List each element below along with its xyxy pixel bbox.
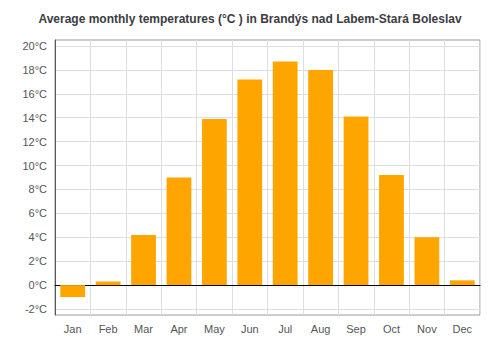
svg-text:Jul: Jul: [278, 323, 292, 335]
svg-text:20°C: 20°C: [22, 40, 47, 52]
svg-text:18°C: 18°C: [22, 64, 47, 76]
svg-text:Nov: Nov: [417, 323, 437, 335]
svg-text:Average monthly temperatures (: Average monthly temperatures (°C ) in Br…: [38, 12, 461, 26]
svg-text:10°C: 10°C: [22, 160, 47, 172]
svg-text:14°C: 14°C: [22, 112, 47, 124]
svg-text:2°C: 2°C: [29, 255, 48, 267]
svg-text:Sep: Sep: [346, 323, 366, 335]
svg-text:May: May: [204, 323, 225, 335]
svg-text:Apr: Apr: [170, 323, 187, 335]
svg-text:Mar: Mar: [134, 323, 153, 335]
svg-text:Dec: Dec: [453, 323, 473, 335]
svg-text:4°C: 4°C: [29, 231, 48, 243]
svg-text:12°C: 12°C: [22, 136, 47, 148]
svg-text:-2°C: -2°C: [25, 303, 47, 315]
svg-text:Aug: Aug: [311, 323, 331, 335]
svg-text:Jun: Jun: [241, 323, 259, 335]
svg-text:0°C: 0°C: [29, 279, 48, 291]
svg-text:Oct: Oct: [383, 323, 400, 335]
svg-text:16°C: 16°C: [22, 88, 47, 100]
svg-text:Jan: Jan: [64, 323, 82, 335]
svg-text:6°C: 6°C: [29, 207, 48, 219]
svg-text:8°C: 8°C: [29, 183, 48, 195]
svg-text:Feb: Feb: [99, 323, 118, 335]
